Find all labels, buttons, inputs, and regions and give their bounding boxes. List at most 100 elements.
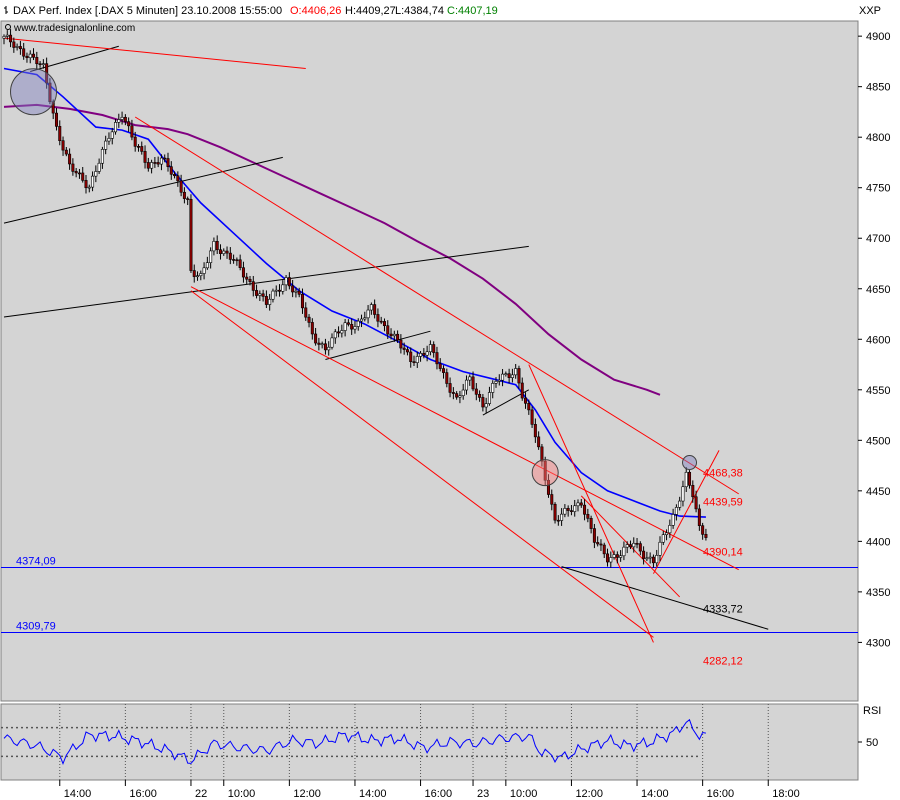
candle-body-73 — [241, 267, 245, 278]
candle-body-79 — [261, 293, 265, 297]
candle-body-38 — [127, 121, 131, 127]
candle-39 — [130, 119, 134, 141]
candle-32 — [107, 132, 111, 145]
candle-body-8 — [28, 53, 32, 59]
candle-body-155 — [510, 374, 514, 378]
candle-96 — [317, 337, 321, 351]
candle-128 — [422, 348, 426, 359]
candle-76 — [251, 275, 255, 297]
candle-body-30 — [100, 149, 104, 164]
candle-body-71 — [235, 259, 239, 262]
x-tick-label-1: 16:00 — [129, 788, 157, 800]
candle-body-54 — [179, 180, 183, 193]
candle-body-99 — [327, 346, 331, 351]
candle-body-173 — [569, 510, 573, 512]
candle-body-162 — [533, 424, 537, 438]
candle-174 — [573, 499, 577, 517]
candle-164 — [540, 443, 544, 467]
candle-body-29 — [97, 162, 101, 172]
trendline-1 — [3, 245, 529, 318]
header-high: H:4409,27 — [345, 5, 396, 17]
candle-body-61 — [202, 267, 206, 274]
candle-body-142 — [468, 376, 472, 381]
candle-5 — [18, 40, 22, 55]
candle-83 — [274, 285, 278, 297]
candle-159 — [524, 392, 528, 409]
candle-body-5 — [18, 46, 22, 50]
candle-body-68 — [225, 250, 229, 254]
candle-207 — [681, 480, 685, 507]
candle-body-154 — [507, 373, 511, 378]
candle-body-56 — [186, 198, 190, 200]
candle-28 — [94, 165, 98, 183]
watermark[interactable]: www.tradesignalonline.com — [5, 23, 136, 34]
axis-layer: 4300 4350 4400 4450 4500 4550 4600 4650 4700 4750… — [59, 31, 890, 800]
candle-37 — [123, 114, 127, 126]
candle-197 — [648, 552, 652, 564]
candle-body-21 — [71, 163, 75, 172]
header-instrument: DAX Perf. Index [.DAX 5 Minuten] 23.10.2… — [13, 5, 282, 17]
x-tick-label-2: 22 — [195, 788, 207, 800]
main-plot-area[interactable] — [0, 20, 859, 702]
candle-112 — [369, 302, 373, 315]
candle-body-33 — [110, 131, 114, 139]
candle-108 — [356, 318, 360, 331]
candle-body-63 — [209, 250, 213, 263]
candle-92 — [304, 302, 308, 321]
candle-141 — [464, 375, 468, 395]
candle-107 — [353, 320, 357, 334]
candle-21 — [71, 158, 75, 176]
candle-body-70 — [232, 259, 236, 261]
candle-195 — [642, 546, 646, 565]
candle-body-4 — [15, 46, 19, 48]
candle-9 — [32, 48, 36, 61]
candle-body-163 — [537, 436, 541, 448]
candle-98 — [323, 338, 327, 355]
candle-body-147 — [484, 403, 488, 408]
candle-155 — [510, 368, 514, 383]
candle-192 — [632, 537, 636, 553]
candle-body-51 — [169, 166, 173, 175]
candle-body-105 — [346, 322, 350, 325]
candle-body-6 — [22, 48, 26, 57]
instrument-icon[interactable] — [4, 6, 8, 14]
candle-body-22 — [74, 171, 78, 174]
trendline-9 — [190, 290, 654, 638]
trendline-6 — [3, 37, 306, 69]
candle-body-89 — [294, 290, 298, 293]
candle-body-139 — [458, 395, 462, 398]
candle-body-46 — [153, 162, 157, 164]
candle-body-180 — [592, 528, 596, 543]
rsi-plot-area[interactable] — [0, 703, 859, 781]
candle-body-121 — [399, 339, 403, 349]
candle-102 — [337, 326, 341, 338]
candle-body-81 — [268, 298, 272, 305]
candle-body-7 — [25, 55, 29, 59]
candle-body-148 — [487, 392, 491, 404]
candle-body-159 — [524, 397, 528, 404]
candle-156 — [514, 363, 518, 379]
candle-body-1 — [5, 34, 9, 37]
candle-body-194 — [638, 543, 642, 552]
candle-22 — [74, 168, 78, 178]
support-label-1: 4309,79 — [16, 621, 56, 633]
candle-16 — [54, 107, 58, 131]
candle-body-188 — [619, 555, 623, 558]
candle-body-213 — [701, 525, 705, 535]
candle-body-52 — [173, 174, 177, 177]
trendline-7 — [134, 116, 739, 495]
candle-body-191 — [628, 544, 632, 548]
x-tick-label-3: 10:00 — [228, 788, 256, 800]
candle-body-198 — [651, 556, 655, 564]
candle-201 — [661, 530, 665, 546]
candle-93 — [307, 314, 311, 328]
candle-body-2 — [9, 34, 13, 43]
candle-body-23 — [77, 172, 81, 175]
candle-body-116 — [382, 321, 386, 327]
candle-body-95 — [314, 333, 318, 344]
candle-176 — [579, 499, 583, 508]
main-layer: 4374,09 4309,79 4468,38 4439,59 4390,14 4333,… — [1, 29, 858, 667]
candle-106 — [350, 318, 354, 335]
candle-161 — [530, 406, 534, 428]
